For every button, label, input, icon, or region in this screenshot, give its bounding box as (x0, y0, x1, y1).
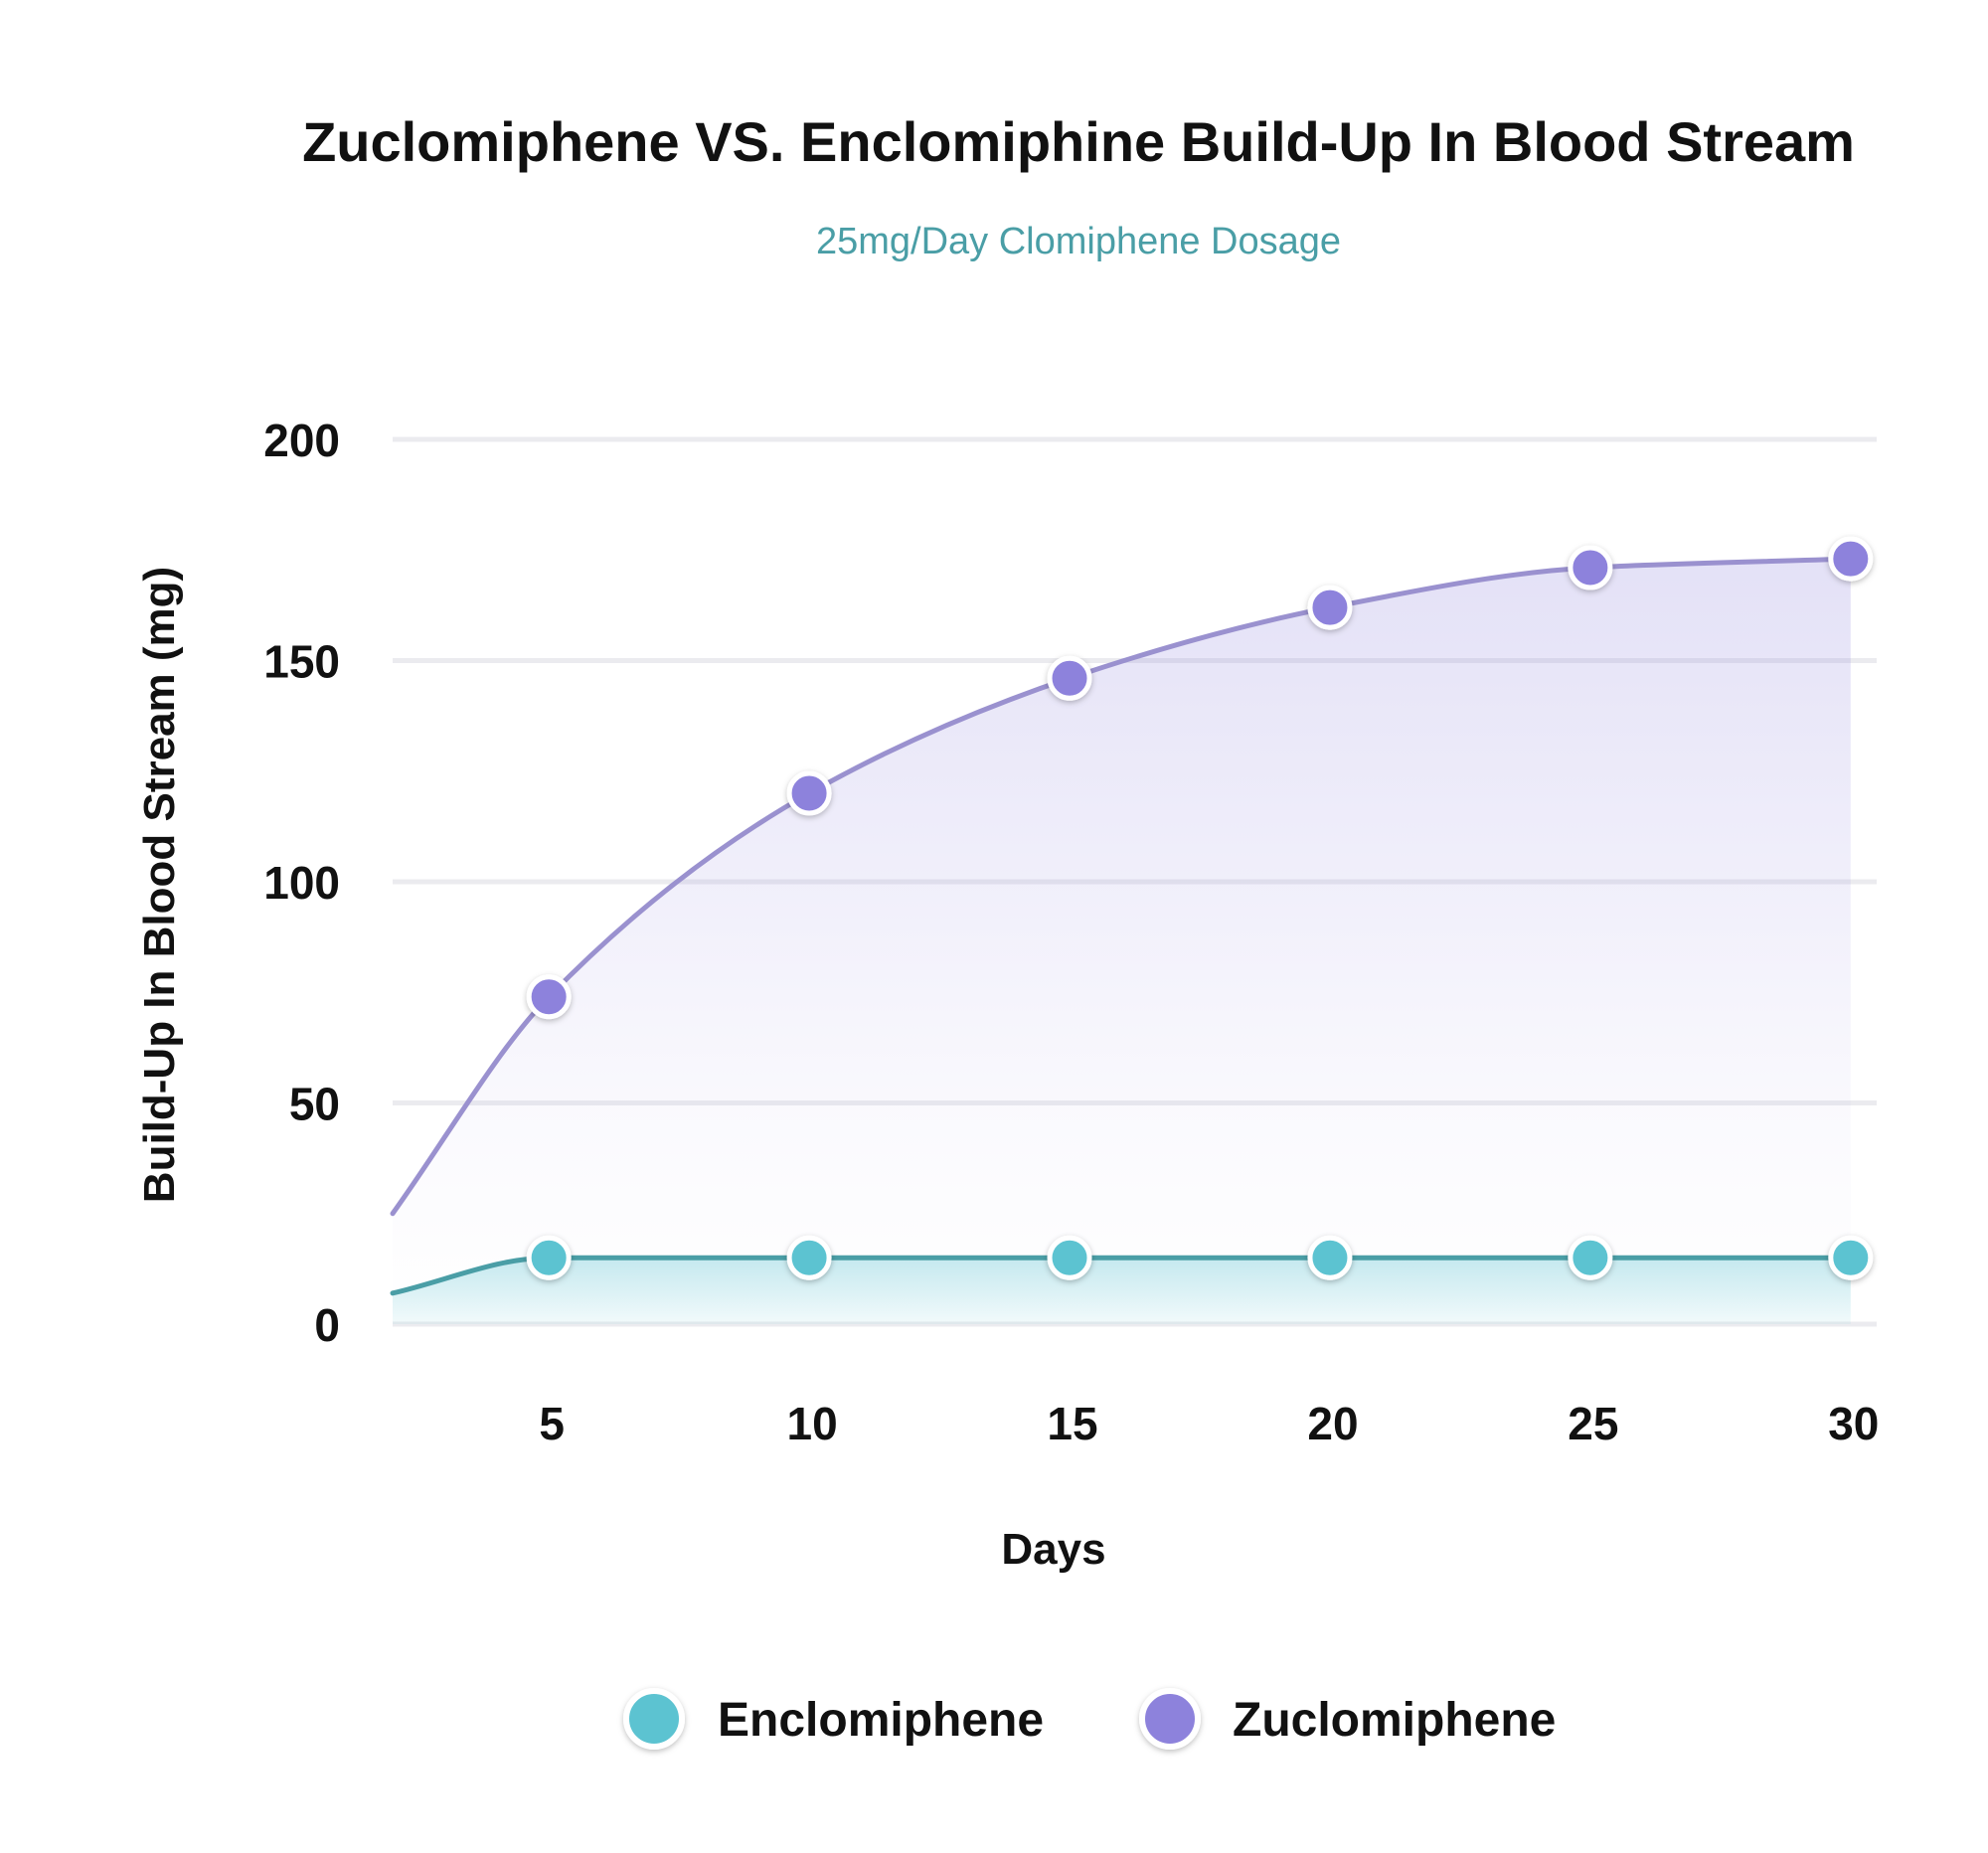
point-zuclomiphene-day-20 (1307, 585, 1353, 630)
y-axis-ticks: 0 50 100 150 200 (263, 415, 340, 1351)
chart-subtitle: 25mg/Day Clomiphene Dosage (816, 221, 1341, 262)
area-zuclomiphene (393, 559, 1851, 1324)
y-tick-label-100: 100 (263, 857, 340, 909)
point-zuclomiphene-day-10 (786, 770, 832, 816)
legend: Enclomiphene Zuclomiphene (623, 1688, 1556, 1750)
x-tick-label-10: 10 (787, 1398, 838, 1449)
point-zuclomiphene-day-30 (1828, 536, 1874, 582)
x-tick-label-25: 25 (1568, 1398, 1618, 1449)
series-points (526, 536, 1874, 1280)
legend-label-zuclomiphene: Zuclomiphene (1233, 1694, 1556, 1747)
legend-marker-enclomiphene (623, 1688, 685, 1750)
x-axis-ticks: 5 10 15 20 25 30 (539, 1398, 1879, 1449)
point-zuclomiphene-day-15 (1047, 655, 1092, 701)
chart-title: Zuclomiphene VS. Enclomiphine Build-Up I… (302, 110, 1855, 173)
x-tick-label-5: 5 (539, 1398, 565, 1449)
x-tick-label-20: 20 (1307, 1398, 1358, 1449)
series-areas (393, 559, 1851, 1324)
y-tick-label-150: 150 (263, 636, 340, 688)
x-axis-label: Days (1001, 1525, 1105, 1574)
point-enclomiphene-day-15 (1047, 1235, 1092, 1280)
x-tick-label-15: 15 (1047, 1398, 1097, 1449)
x-tick-label-30: 30 (1828, 1398, 1879, 1449)
point-zuclomiphene-day-25 (1568, 545, 1613, 590)
point-enclomiphene-day-30 (1828, 1235, 1874, 1280)
y-tick-label-0: 0 (314, 1299, 340, 1351)
point-enclomiphene-day-5 (526, 1235, 572, 1280)
y-axis-label: Build-Up In Blood Stream (mg) (135, 567, 184, 1203)
point-enclomiphene-day-25 (1568, 1235, 1613, 1280)
y-tick-label-200: 200 (263, 415, 340, 466)
point-enclomiphene-day-10 (786, 1235, 832, 1280)
point-enclomiphene-day-20 (1307, 1235, 1353, 1280)
legend-marker-zuclomiphene (1139, 1688, 1201, 1750)
legend-label-enclomiphene: Enclomiphene (718, 1694, 1044, 1747)
y-tick-label-50: 50 (289, 1079, 340, 1130)
point-zuclomiphene-day-5 (526, 974, 572, 1020)
